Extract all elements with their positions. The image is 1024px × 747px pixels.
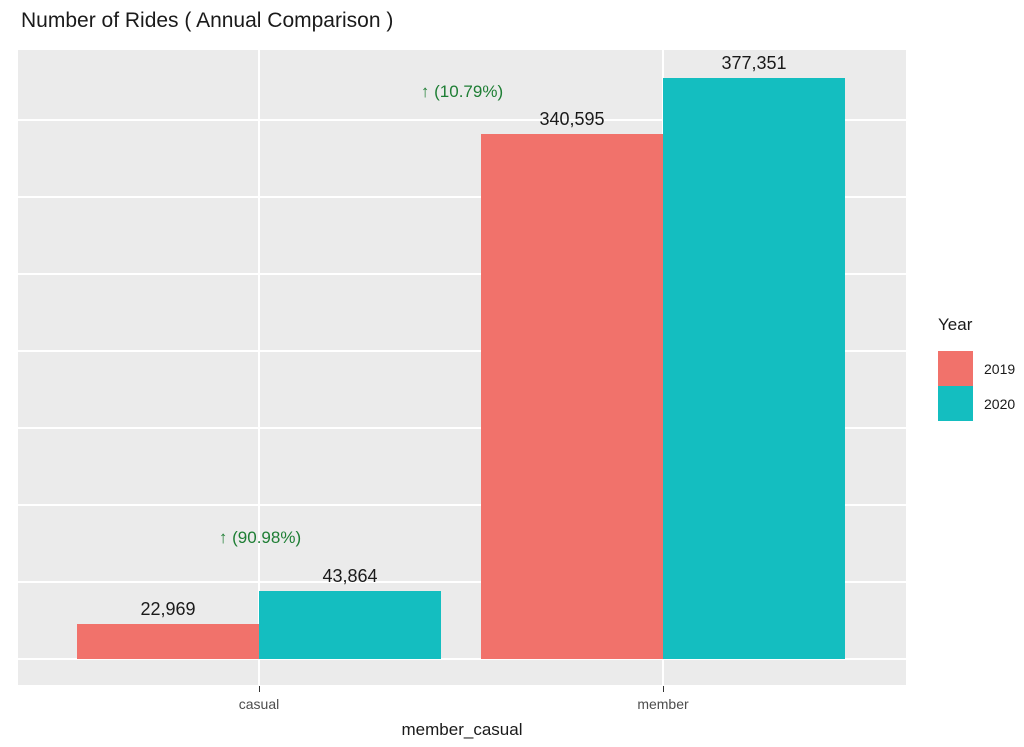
gridline-horizontal <box>18 118 906 121</box>
legend-entry-2020: 2020 <box>938 386 1015 421</box>
chart-title: Number of Rides ( Annual Comparison ) <box>21 9 394 32</box>
x-tick-casual <box>259 686 260 692</box>
value-label-member-2019: 340,595 <box>539 109 605 130</box>
gridline-horizontal <box>18 580 906 583</box>
value-label-member-2020: 377,351 <box>721 52 787 73</box>
gridline-horizontal <box>18 503 906 506</box>
gridline-horizontal <box>18 426 906 429</box>
legend-entry-2019: 2019 <box>938 351 1015 386</box>
bar-member-2019 <box>481 134 663 659</box>
bar-casual-2019 <box>77 623 259 659</box>
legend-title: Year <box>938 315 973 334</box>
x-tick-member <box>663 686 664 692</box>
legend-label-2020: 2020 <box>984 395 1016 412</box>
x-tick-label-member: member <box>637 696 689 712</box>
plot-panel <box>18 50 906 685</box>
bar-casual-2020 <box>259 591 441 659</box>
x-tick-label-casual: casual <box>238 696 280 712</box>
value-label-casual-2019: 22,969 <box>140 598 196 619</box>
x-axis-title: member_casual <box>401 720 523 739</box>
gridline-horizontal <box>18 349 906 352</box>
legend-label-2019: 2019 <box>984 360 1016 377</box>
value-label-casual-2020: 43,864 <box>322 566 378 587</box>
annotation-member: ↑ (10.79%) <box>420 82 504 101</box>
legend-swatch-2020 <box>938 386 973 421</box>
annotation-casual: ↑ (90.98%) <box>218 528 302 547</box>
gridline-horizontal <box>18 658 906 660</box>
legend-swatch-2019 <box>938 351 973 386</box>
gridline-horizontal <box>18 272 906 275</box>
gridline-vertical-casual <box>258 50 260 685</box>
bar-member-2020 <box>663 77 845 659</box>
legend: Year 2019 2020 <box>938 315 1015 421</box>
gridline-horizontal <box>18 195 906 198</box>
legend-entries: 2019 2020 <box>938 351 1015 421</box>
